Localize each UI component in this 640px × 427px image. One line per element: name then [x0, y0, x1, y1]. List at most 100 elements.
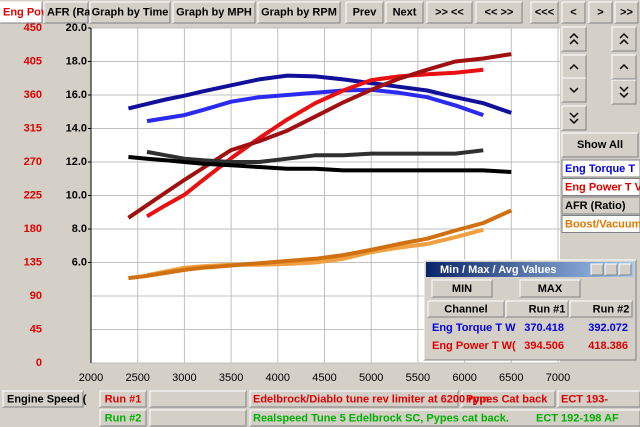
run-box-highlight: [99, 390, 146, 407]
toolbar-button-highlight: [614, 1, 638, 23]
note-box-highlight: [249, 390, 458, 407]
column-header-highlight: [505, 300, 568, 317]
toolbar-button-highlight: [89, 1, 170, 23]
toolbar-button-label: Next: [393, 6, 417, 18]
y2-tick-label: 18.0: [66, 55, 87, 67]
y2-tick-label: 8.0: [72, 223, 87, 235]
x-tick-label: 6000: [452, 372, 476, 384]
x-tick-label: 5500: [406, 372, 430, 384]
chevron: [569, 87, 579, 94]
legend-label: Boost/Vacuum: [565, 218, 640, 230]
toolbar-button-label: << >>: [485, 6, 514, 18]
table-cell: 392.072: [588, 322, 628, 334]
y-tick-label: 450: [24, 22, 42, 34]
chevron: [619, 32, 629, 39]
show-all-button-highlight: [561, 132, 638, 157]
run-note: ECT 192-198 AF: [536, 412, 619, 424]
y2-tick-label: 10.0: [66, 189, 87, 201]
x-tick-label: 5000: [359, 372, 383, 384]
toolbar-button-label: >>: [620, 6, 633, 18]
run-note: Realspeed Tune 5 Edelbrock SC, Pypes cat…: [253, 412, 509, 424]
y-tick-label: 180: [24, 223, 42, 235]
scroll-button[interactable]: [561, 54, 587, 80]
column-header-label: Run #1: [529, 303, 566, 315]
run-blank-box-highlight: [149, 409, 246, 426]
toolbar-button-highlight: [530, 1, 558, 23]
y-tick-label: 360: [24, 89, 42, 101]
scroll-button-highlight: [561, 77, 586, 102]
toolbar-button-label: <<<: [535, 6, 554, 18]
toolbar-button-label: Graph by Time: [92, 6, 169, 18]
note-box-highlight: [461, 390, 555, 407]
toolbar-button-highlight: [426, 1, 472, 23]
toolbar-button-highlight: [257, 1, 340, 23]
note-box-highlight: [249, 409, 640, 426]
column-header-label: Run #2: [593, 303, 630, 315]
run-note: ECT 193-: [561, 393, 608, 405]
y-tick-label: 45: [30, 323, 42, 335]
x-tick-label: 3000: [172, 372, 196, 384]
window-button-highlight: [431, 279, 492, 297]
legend-box[interactable]: [561, 159, 640, 178]
chevron: [569, 118, 579, 125]
chevron: [619, 86, 629, 93]
window-control[interactable]: [618, 263, 632, 276]
tab-label: AFR (Ra: [47, 6, 91, 18]
legend-box[interactable]: [561, 215, 640, 233]
x-tick-label: 6500: [499, 372, 523, 384]
toolbar-button-label: Prev: [353, 6, 378, 18]
chevron: [569, 32, 579, 39]
y-tick-label: 90: [30, 290, 42, 302]
y-tick-label: 315: [24, 122, 42, 134]
window-button-label: MAX: [538, 283, 563, 295]
y2-tick-label: 20.0: [66, 22, 87, 34]
column-header-label: Channel: [444, 303, 487, 315]
window-button-highlight: [519, 279, 580, 297]
legend-box[interactable]: [561, 196, 640, 215]
run-label: Run #2: [105, 412, 142, 424]
toolbar-button-label: Graph by MPH: [176, 6, 252, 18]
toolbar-button-label: Graph by RPM: [261, 6, 337, 18]
table-cell: 370.418: [524, 322, 564, 334]
window-highlight: [423, 259, 636, 360]
chevron: [569, 112, 579, 119]
y2-tick-label: 12.0: [66, 156, 87, 168]
run-blank-box-highlight: [149, 390, 246, 407]
channel-label: Engine Speed (: [7, 393, 87, 405]
table-cell: Eng Torque T W: [432, 322, 516, 334]
tab-highlight: [43, 1, 88, 23]
window-control[interactable]: [590, 263, 604, 276]
chevron: [569, 38, 579, 45]
toolbar-button-label: >> <<: [435, 6, 464, 18]
scroll-button[interactable]: [611, 54, 637, 80]
series-line: [146, 87, 484, 124]
show-all-label: Show All: [577, 139, 623, 151]
column-header-highlight: [569, 300, 632, 317]
series-line: [127, 52, 512, 220]
window-control[interactable]: [604, 263, 618, 276]
table-cell: 394.506: [524, 340, 564, 352]
window-control-highlight: [590, 263, 603, 275]
x-tick-label: 2500: [125, 372, 149, 384]
toolbar-button-highlight: [475, 1, 522, 23]
toolbar-button-label: >: [597, 6, 603, 18]
series-line: [145, 67, 484, 219]
note-box-highlight: [557, 390, 640, 407]
run-blank-box: [149, 390, 247, 408]
scroll-button[interactable]: [561, 77, 587, 103]
table-cell: Eng Power T W(: [432, 340, 516, 352]
legend-box[interactable]: [561, 178, 640, 196]
chevron: [569, 63, 579, 70]
scroll-button-highlight: [561, 26, 586, 51]
y2-tick-label: 6.0: [72, 256, 87, 268]
toolbar-button-label: <: [570, 6, 576, 18]
scroll-button-highlight: [561, 105, 586, 130]
series-line: [146, 148, 484, 164]
window-control-highlight: [604, 263, 617, 275]
y2-tick-label: 16.0: [66, 89, 87, 101]
y-tick-label: 270: [24, 156, 42, 168]
legend-label: Eng Torque T: [565, 163, 635, 175]
y-tick-label: 405: [24, 55, 42, 67]
run-note: Edelbrock/Diablo tune rev limiter at 620…: [253, 393, 492, 405]
